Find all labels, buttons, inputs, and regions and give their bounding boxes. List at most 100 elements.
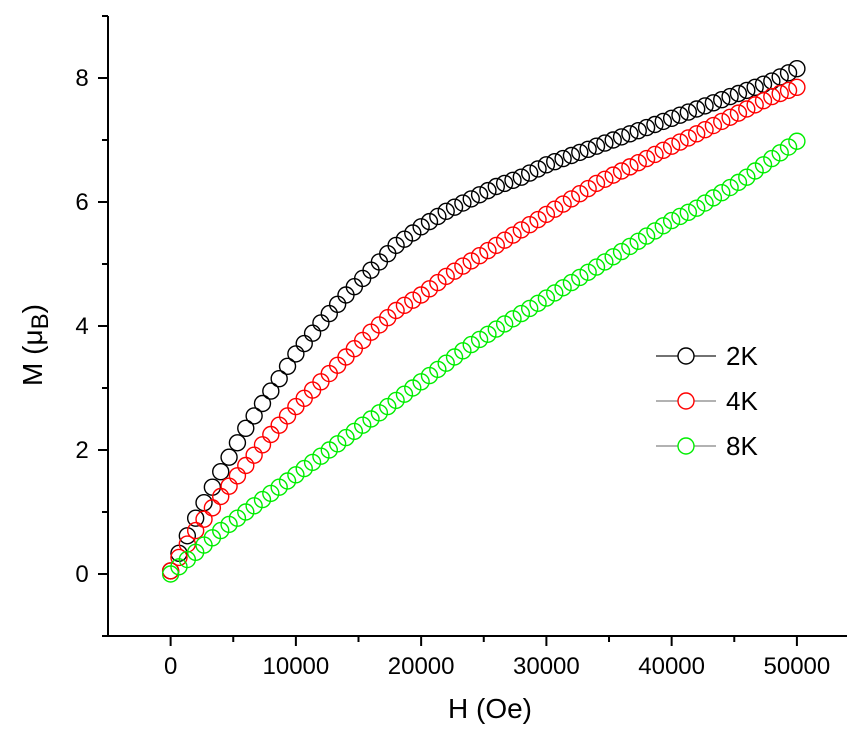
data-point (679, 203, 698, 222)
data-point (303, 324, 322, 342)
y-tick-label: 2 (75, 437, 88, 464)
data-point (479, 181, 497, 200)
data-point (178, 527, 197, 545)
data-point (512, 304, 531, 323)
data-point (495, 315, 514, 333)
data-point (253, 394, 272, 413)
data-point (704, 189, 723, 207)
data-point (721, 87, 739, 106)
data-point (621, 237, 639, 256)
x-tick-label: 30000 (513, 653, 580, 680)
legend-label: 2K (726, 341, 758, 371)
data-point (462, 190, 480, 208)
data-point (704, 94, 723, 112)
data-point (512, 168, 531, 186)
x-tick-label: 20000 (388, 653, 455, 680)
data-point (788, 132, 806, 150)
legend-marker (677, 437, 695, 455)
data-point (579, 179, 597, 198)
data-point (654, 141, 672, 160)
data-point (587, 174, 606, 193)
data-point (454, 257, 472, 275)
data-point (253, 436, 272, 454)
data-point (479, 325, 497, 343)
data-point (554, 195, 572, 213)
data-point (479, 241, 497, 260)
data-point (604, 248, 622, 266)
data-point (395, 296, 414, 315)
data-point (646, 222, 664, 240)
data-point (295, 334, 313, 353)
data-point (520, 216, 539, 234)
data-point (353, 331, 372, 350)
data-point (637, 149, 656, 168)
data-point (629, 232, 647, 250)
data-point (604, 131, 622, 149)
data-point (779, 64, 798, 82)
data-point (220, 448, 238, 466)
data-point (220, 477, 238, 495)
x-tick-label: 0 (164, 653, 177, 680)
data-point (687, 199, 706, 217)
data-point (713, 183, 731, 202)
data-point (387, 301, 405, 320)
data-point (779, 81, 798, 100)
data-point (212, 463, 230, 481)
data-point (713, 112, 731, 131)
data-point (646, 145, 664, 164)
data-point (312, 373, 330, 391)
data-point (587, 137, 606, 155)
series-layer (161, 59, 806, 583)
data-point (637, 227, 656, 245)
data-point (671, 133, 689, 151)
data-point (470, 330, 489, 349)
data-point (437, 267, 455, 286)
y-axis-title-sub: B (27, 313, 54, 329)
data-point (529, 294, 547, 312)
data-point (696, 120, 714, 139)
data-point (370, 253, 389, 271)
data-point (262, 382, 280, 400)
data-point (629, 154, 647, 172)
data-point (262, 425, 280, 444)
data-point (596, 134, 614, 152)
data-point (754, 92, 773, 110)
data-point (487, 320, 505, 338)
data-point (312, 314, 330, 332)
data-point (462, 252, 480, 270)
data-point (170, 548, 188, 567)
data-point (662, 109, 681, 128)
data-point (212, 487, 230, 506)
data-point (629, 121, 647, 140)
legend-item-8K: 8K (656, 431, 758, 461)
x-ticks: 0 10000 20000 30000 40000 50000 (164, 636, 830, 680)
legend-marker (677, 392, 695, 410)
y-ticks: 0 2 4 6 8 (75, 15, 108, 637)
data-point (328, 356, 347, 374)
series-8K (161, 132, 806, 583)
data-point (420, 212, 439, 231)
data-point (328, 295, 347, 313)
data-point (278, 407, 297, 425)
data-point (470, 186, 489, 204)
y-tick-label: 0 (75, 561, 88, 588)
data-point (662, 137, 681, 155)
data-point (237, 456, 255, 475)
data-point (671, 207, 689, 226)
data-point (662, 211, 681, 230)
legend-label: 8K (726, 431, 758, 461)
data-point (345, 340, 364, 358)
data-point (537, 289, 556, 307)
data-point (687, 125, 706, 143)
data-point (345, 278, 364, 296)
data-point (337, 286, 355, 304)
data-point (738, 81, 756, 100)
data-point (228, 434, 247, 452)
data-point (445, 198, 464, 216)
data-point (337, 348, 355, 366)
data-point (696, 97, 714, 115)
data-point (320, 364, 338, 383)
data-point (228, 467, 247, 485)
data-point (646, 115, 664, 134)
data-point (637, 118, 656, 137)
